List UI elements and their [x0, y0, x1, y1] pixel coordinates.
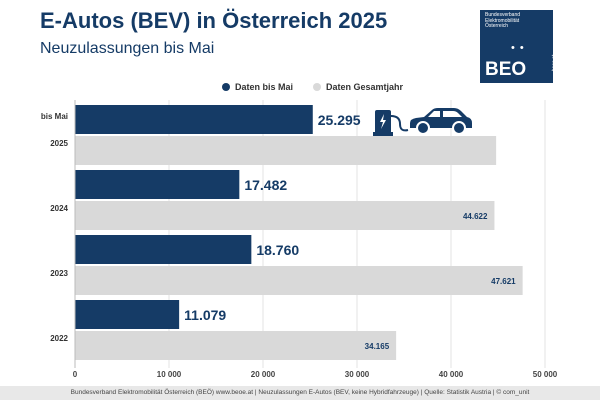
category-label: 2022 [50, 334, 68, 343]
x-tick-label: 30 000 [345, 370, 370, 379]
data-label-bis-mai: 17.482 [244, 177, 287, 193]
chart-title: E-Autos (BEV) in Österreich 2025 [40, 8, 388, 33]
chart-subtitle: Neuzulassungen bis Mai [40, 40, 215, 57]
category-label: 2023 [50, 269, 68, 278]
logo-mark: BEO [485, 59, 527, 80]
category-label: 2024 [50, 204, 68, 213]
beo-logo: Bundesverband Elektromobilität Österreic… [480, 10, 558, 83]
legend-label-bis-mai: Daten bis Mai [235, 82, 294, 92]
category-label: 2025 [50, 139, 68, 148]
data-label-bis-mai: 11.079 [184, 307, 226, 323]
data-label-bis-mai: 25.295 [318, 112, 361, 128]
x-tick-label: 40 000 [439, 370, 464, 379]
legend-item-bis-mai: Daten bis Mai [222, 82, 293, 92]
x-tick-label: 20 000 [251, 370, 276, 379]
ev-charger-icon [373, 110, 409, 136]
data-label-gesamtjahr: 44.622 [463, 212, 488, 221]
bar-bis-mai [75, 300, 180, 329]
bar-gesamtjahr [75, 331, 397, 360]
bar-bis-mai [75, 235, 252, 264]
footer-source: Bundesverband Elektromobilität Österreic… [0, 386, 600, 400]
category-prefix-label: bis Mai [41, 112, 68, 121]
legend-swatch-bis-mai [222, 83, 230, 91]
data-label-gesamtjahr: 34.165 [365, 342, 390, 351]
bar-gesamtjahr [75, 201, 495, 230]
x-tick-label: 10 000 [157, 370, 182, 379]
x-tick-label: 50 000 [533, 370, 558, 379]
bar-gesamtjahr [75, 136, 497, 165]
logo-org-name: Bundesverband Elektromobilität Österreic… [485, 12, 521, 29]
car-icon [410, 108, 472, 135]
logo-dots: • • [511, 42, 525, 54]
legend-item-gesamtjahr: Daten Gesamtjahr [313, 82, 403, 92]
data-label-bis-mai: 18.760 [256, 242, 299, 258]
bar-bis-mai [75, 170, 240, 199]
chart-legend: Daten bis Mai Daten Gesamtjahr [0, 82, 600, 96]
bar-bis-mai [75, 105, 313, 134]
bar-chart: 0 10 000 20 000 30 000 40 000 50 000 25.295 202… [41, 100, 558, 379]
data-label-gesamtjahr: 47.621 [491, 277, 516, 286]
bar-gesamtjahr [75, 266, 523, 295]
x-tick-label: 0 [73, 370, 78, 379]
legend-label-gesamtjahr: Daten Gesamtjahr [326, 82, 404, 92]
legend-swatch-gesamtjahr [313, 83, 321, 91]
